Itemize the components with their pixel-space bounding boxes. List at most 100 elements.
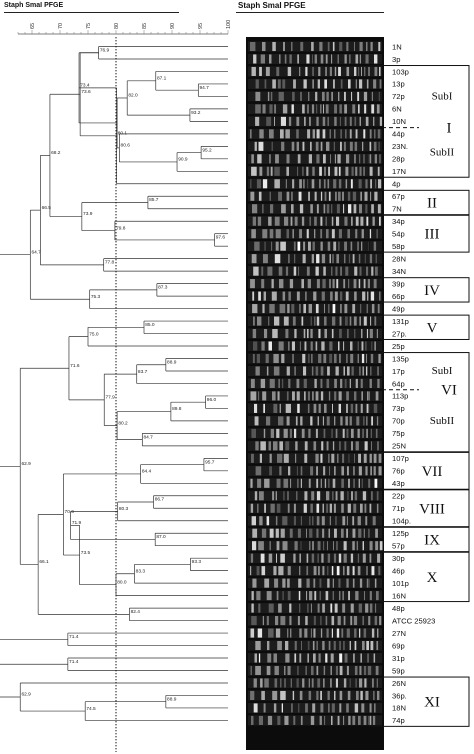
gel-lane xyxy=(248,515,382,526)
lane-label: 44p xyxy=(392,130,405,139)
gel-lane xyxy=(248,328,382,339)
dendrogram-tree: 76.9 94.7 87.1 93.2 82.0 95.2 90.9 80.6 73.4 80.1… xyxy=(0,46,228,721)
gel-lane xyxy=(248,490,382,501)
cluster-roman-label: IV xyxy=(424,283,440,299)
node-similarity-label: 80.6 xyxy=(121,143,131,149)
gel-lane xyxy=(248,153,382,164)
lane-label: 57p xyxy=(392,542,405,551)
node-similarity-label: 75.0 xyxy=(89,331,99,337)
node-similarity-label: 82.0 xyxy=(128,93,138,99)
scale-tick-label: 70 xyxy=(58,23,64,29)
node-similarity-label: 80.1 xyxy=(118,131,128,137)
node-similarity-label: 87.3 xyxy=(158,285,168,291)
node-similarity-label: 93.3 xyxy=(192,559,202,565)
node-similarity-label: 71.6 xyxy=(70,363,80,369)
gel-lane xyxy=(248,503,382,514)
subgroup-label: SubII xyxy=(430,415,455,427)
lane-label: 16N xyxy=(392,591,406,600)
cluster-groups: ISubISubIIIIIIIIVVVISubISubIIVIIVIIIIXXX… xyxy=(361,65,470,727)
lane-label: 72p xyxy=(392,92,405,101)
node-similarity-label: 73.9 xyxy=(83,211,93,217)
node-similarity-label: 95.7 xyxy=(205,459,215,465)
node-similarity-label: 73.5 xyxy=(81,550,91,556)
subgroup-label: SubI xyxy=(432,365,453,377)
gel-lane xyxy=(248,128,382,139)
cluster-box xyxy=(368,65,470,178)
node-similarity-label: 97.6 xyxy=(216,235,226,241)
gel-lane xyxy=(248,78,382,89)
node-similarity-label: 66.1 xyxy=(39,559,49,565)
gel-lane xyxy=(248,565,382,576)
gel-lane xyxy=(248,378,382,389)
cluster-box xyxy=(368,352,470,453)
scale-tick-label: 75 xyxy=(86,23,92,29)
lane-label: 39p xyxy=(392,279,405,288)
node-similarity-label: 84.4 xyxy=(142,469,152,475)
gel-lane xyxy=(248,665,382,676)
gel-lane xyxy=(248,628,382,639)
gel-lane xyxy=(248,303,382,314)
gel-lane xyxy=(248,103,382,114)
lane-label: 103p xyxy=(392,67,409,76)
cluster-roman-label: I xyxy=(447,121,452,137)
cluster-group: II xyxy=(368,189,470,216)
gel-lane xyxy=(248,478,382,489)
lane-label: 131p xyxy=(392,317,409,326)
node-similarity-label: 71.4 xyxy=(69,659,79,665)
subgroup-label: SubI xyxy=(432,90,453,102)
cluster-roman-label: VIII xyxy=(419,501,445,517)
gel-lane xyxy=(248,141,382,152)
node-similarity-label: 71.4 xyxy=(69,634,79,640)
lane-label: 48p xyxy=(392,604,405,613)
cluster-roman-label: X xyxy=(427,570,438,586)
node-similarity-label: 68.2 xyxy=(51,150,61,156)
gel-lane xyxy=(248,652,382,664)
lane-label: 70p xyxy=(392,417,405,426)
lane-label: 125p xyxy=(392,529,409,538)
lane-label: 43p xyxy=(392,479,405,488)
lane-labels: 1N 3p 103p 13p 72p 6N 10N 44p 23N. 28p 17N 4p 67p 7N 3… xyxy=(392,42,435,725)
scale-tick-label: 85 xyxy=(142,23,148,29)
gel-lane xyxy=(248,253,382,264)
gel-lane xyxy=(248,116,383,127)
node-similarity-label: 74.5 xyxy=(86,706,96,712)
scale-tick-label: 80 xyxy=(114,23,120,29)
gel-lane xyxy=(248,178,382,189)
lane-label: 46p xyxy=(392,566,405,575)
cluster-roman-label: VII xyxy=(422,464,443,480)
node-similarity-label: 93.2 xyxy=(191,110,201,116)
node-similarity-label: 70.6 xyxy=(65,509,75,515)
node-similarity-label: 80.0 xyxy=(117,579,127,585)
gel-lane xyxy=(248,640,382,651)
lane-label: 28p xyxy=(392,155,405,164)
node-similarity-label: 87.0 xyxy=(156,534,166,540)
lane-label: 104p. xyxy=(392,517,411,526)
gel-lane xyxy=(248,528,382,539)
lane-label: 54p xyxy=(392,230,405,239)
lane-label: 36p. xyxy=(392,691,407,700)
gel-lane xyxy=(248,278,382,289)
cluster-roman-label: III xyxy=(425,227,440,243)
lane-label: 71p xyxy=(392,504,405,513)
gel-lane xyxy=(248,553,382,564)
gel-lane xyxy=(248,590,382,601)
cluster-group: V xyxy=(368,314,470,340)
node-similarity-label: 82.4 xyxy=(131,609,141,615)
lane-label: 18N xyxy=(392,704,406,713)
lane-label: 64p xyxy=(392,379,405,388)
gel-lane xyxy=(248,690,382,701)
node-similarity-label: 87.1 xyxy=(157,76,167,82)
node-similarity-label: 89.8 xyxy=(172,406,182,412)
cluster-box xyxy=(368,489,470,528)
gel-lane xyxy=(248,578,382,589)
cluster-roman-label: IX xyxy=(424,532,440,548)
lane-label: 28N xyxy=(392,254,406,263)
lane-label: 1N xyxy=(392,42,402,51)
gel-image xyxy=(246,37,384,750)
lane-label: 135p xyxy=(392,354,409,363)
gel-lane xyxy=(248,316,382,327)
node-similarity-label: 90.9 xyxy=(178,157,188,163)
lane-label: 17p xyxy=(392,367,405,376)
